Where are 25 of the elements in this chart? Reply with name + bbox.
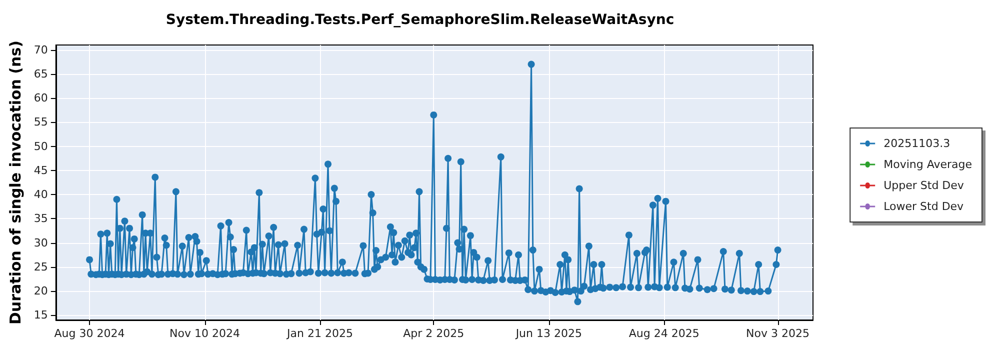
y-tick-label: 35 — [34, 212, 48, 226]
x-tick-label: Jan 21 2025 — [286, 327, 353, 340]
y-tick-label: 45 — [34, 164, 48, 177]
legend-label: Moving Average — [884, 158, 972, 171]
y-tick-label: 50 — [34, 140, 48, 153]
x-tick-label: Apr 2 2025 — [403, 327, 464, 340]
y-tick-label: 55 — [34, 116, 48, 129]
x-tick-label: Nov 3 2025 — [746, 327, 810, 340]
y-axis-title: Duration of single invocation (ns) — [6, 40, 24, 324]
chart-title: System.Threading.Tests.Perf_SemaphoreSlim.ReleaseWaitAsync — [166, 12, 674, 28]
y-tick-label: 15 — [34, 308, 48, 322]
x-tick-label: Jun 13 2025 — [514, 327, 582, 340]
y-tick-label: 20 — [34, 284, 48, 298]
x-tick-label: Aug 30 2024 — [54, 327, 125, 340]
legend-label: Upper Std Dev — [884, 179, 964, 192]
y-tick-label: 65 — [34, 67, 48, 80]
legend-label: Lower Std Dev — [884, 200, 964, 213]
x-tick-label: Nov 10 2024 — [170, 327, 240, 340]
y-tick-label: 25 — [34, 260, 48, 274]
y-tick-label: 30 — [34, 236, 48, 250]
y-tick-label: 60 — [34, 92, 48, 105]
y-tick-label: 40 — [34, 188, 48, 202]
x-tick-label: Aug 24 2025 — [628, 327, 700, 340]
legend-label: 20251103.3 — [884, 137, 950, 150]
y-tick-label: 70 — [34, 43, 48, 56]
